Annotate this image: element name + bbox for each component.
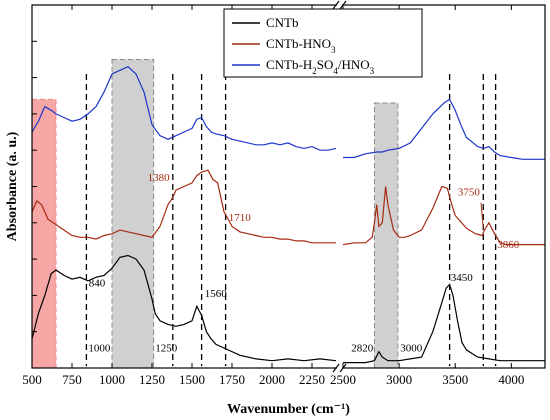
x-tick-label-2500: 2500: [330, 372, 356, 387]
axes: 500 750 1000 1250 1500 1750 2000 2250 2500 3000 35…: [22, 0, 546, 387]
series-lines: [31, 65, 545, 364]
series-1-line-left: [31, 169, 336, 244]
annotation-1000: 1000: [88, 343, 111, 355]
y-axis-title: Absorbance (a. u.): [5, 131, 20, 241]
x-tick-label-2000: 2000: [259, 372, 285, 387]
x-tick-label-1500: 1500: [179, 372, 205, 387]
annotation-arrow-3750: [480, 202, 484, 229]
x-tick-label-1000: 1000: [99, 372, 125, 387]
legend-label-2: CNTb-H2SO4/HNO3: [266, 57, 375, 76]
peak-annotations: 840 1000 1250 1560 1380 1710 2820 3000 3450 3750 3…: [88, 172, 519, 355]
x-tick-label-750: 750: [62, 372, 82, 387]
annotation-1250: 1250: [155, 343, 178, 355]
x-tick-label-2250: 2250: [299, 372, 325, 387]
x-tick-label-4000: 4000: [498, 372, 524, 387]
annotation-1560: 1560: [205, 288, 228, 300]
axis-break-mark-0: [332, 0, 340, 10]
series-0-line-right: [343, 283, 545, 364]
x-tick-label-1750: 1750: [219, 372, 245, 387]
axis-break-gap-bottom: [337, 365, 342, 371]
series-1-line-right: [342, 185, 545, 246]
x-axis-title: Wavenumber (cm⁻¹): [227, 402, 350, 417]
x-tick-label-3500: 3500: [442, 372, 468, 387]
legend: CNTb CNTb-HNO3 CNTb-H2SO4/HNO3: [223, 8, 423, 78]
series-0-line-left: [31, 254, 337, 362]
shaded-region-2: [373, 102, 399, 369]
annotation-1710: 1710: [229, 212, 252, 224]
annotation-1380: 1380: [148, 172, 171, 184]
legend-label-0: CNTb: [266, 15, 299, 30]
x-tick-label-500: 500: [22, 372, 42, 387]
annotation-3860: 3860: [497, 239, 520, 251]
axis-break-gap-top: [337, 2, 342, 8]
axis-break-mark-2: [332, 363, 340, 373]
x-tick-label-1250: 1250: [139, 372, 165, 387]
series-2-line-right: [343, 98, 545, 160]
x-tick-label-3000: 3000: [386, 372, 412, 387]
shaded-region-0: [31, 98, 57, 369]
annotation-2820: 2820: [351, 343, 374, 355]
annotation-3450: 3450: [451, 272, 474, 284]
annotation-3750: 3750: [458, 187, 481, 199]
shaded-region-1: [111, 58, 155, 369]
series-2-line-left: [31, 65, 337, 151]
legend-label-1: CNTb-HNO3: [266, 36, 336, 55]
annotation-840: 840: [89, 277, 106, 289]
annotation-3000: 3000: [400, 343, 423, 355]
